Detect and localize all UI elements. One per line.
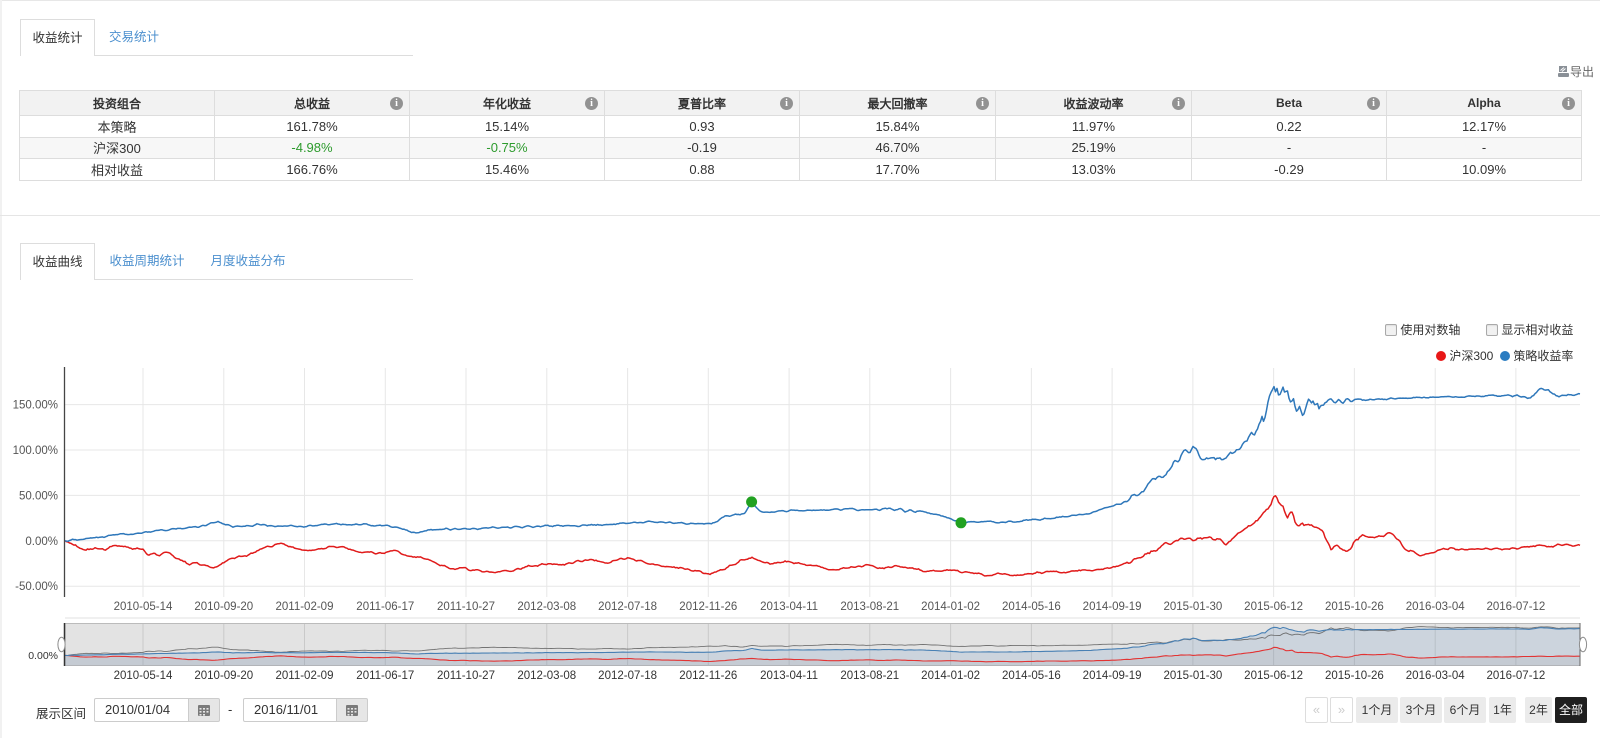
svg-text:2015-10-26: 2015-10-26 bbox=[1325, 670, 1384, 682]
svg-text:2016-03-04: 2016-03-04 bbox=[1406, 670, 1465, 682]
svg-text:2014-09-19: 2014-09-19 bbox=[1083, 670, 1142, 682]
svg-text:2014-01-02: 2014-01-02 bbox=[921, 670, 980, 682]
svg-text:2015-06-12: 2015-06-12 bbox=[1244, 601, 1303, 613]
svg-text:2015-01-30: 2015-01-30 bbox=[1163, 670, 1222, 682]
svg-text:0.00%: 0.00% bbox=[25, 536, 58, 548]
svg-text:100.00%: 100.00% bbox=[13, 445, 58, 457]
svg-text:50.00%: 50.00% bbox=[19, 490, 58, 502]
svg-text:2016-03-04: 2016-03-04 bbox=[1406, 601, 1465, 613]
svg-text:2010-05-14: 2010-05-14 bbox=[114, 670, 173, 682]
svg-text:2012-03-08: 2012-03-08 bbox=[517, 601, 576, 613]
svg-text:2011-10-27: 2011-10-27 bbox=[437, 601, 495, 613]
svg-text:-50.00%: -50.00% bbox=[15, 581, 58, 593]
svg-text:2014-05-16: 2014-05-16 bbox=[1002, 601, 1061, 613]
svg-text:2016-07-12: 2016-07-12 bbox=[1486, 670, 1545, 682]
svg-text:2013-08-21: 2013-08-21 bbox=[840, 670, 899, 682]
svg-text:2012-07-18: 2012-07-18 bbox=[598, 670, 657, 682]
svg-text:0.00%: 0.00% bbox=[28, 650, 58, 662]
svg-text:2013-08-21: 2013-08-21 bbox=[840, 601, 899, 613]
svg-text:2011-02-09: 2011-02-09 bbox=[276, 601, 334, 613]
svg-text:2011-06-17: 2011-06-17 bbox=[356, 670, 414, 682]
svg-text:150.00%: 150.00% bbox=[13, 400, 58, 412]
svg-text:2015-10-26: 2015-10-26 bbox=[1325, 601, 1384, 613]
svg-text:2012-03-08: 2012-03-08 bbox=[517, 670, 576, 682]
svg-text:2014-01-02: 2014-01-02 bbox=[921, 601, 980, 613]
svg-text:2012-11-26: 2012-11-26 bbox=[679, 670, 737, 682]
svg-text:2011-10-27: 2011-10-27 bbox=[437, 670, 495, 682]
svg-text:2014-05-16: 2014-05-16 bbox=[1002, 670, 1061, 682]
svg-text:2015-01-30: 2015-01-30 bbox=[1163, 601, 1222, 613]
svg-text:2014-09-19: 2014-09-19 bbox=[1083, 601, 1142, 613]
svg-text:2010-09-20: 2010-09-20 bbox=[194, 670, 253, 682]
svg-text:2015-06-12: 2015-06-12 bbox=[1244, 670, 1303, 682]
svg-text:2010-05-14: 2010-05-14 bbox=[114, 601, 173, 613]
svg-text:2013-04-11: 2013-04-11 bbox=[760, 601, 818, 613]
svg-text:2012-07-18: 2012-07-18 bbox=[598, 601, 657, 613]
svg-text:2013-04-11: 2013-04-11 bbox=[760, 670, 818, 682]
svg-text:2011-06-17: 2011-06-17 bbox=[356, 601, 414, 613]
svg-text:2016-07-12: 2016-07-12 bbox=[1486, 601, 1545, 613]
svg-text:2012-11-26: 2012-11-26 bbox=[679, 601, 737, 613]
svg-text:2010-09-20: 2010-09-20 bbox=[194, 601, 253, 613]
svg-text:2011-02-09: 2011-02-09 bbox=[276, 670, 334, 682]
